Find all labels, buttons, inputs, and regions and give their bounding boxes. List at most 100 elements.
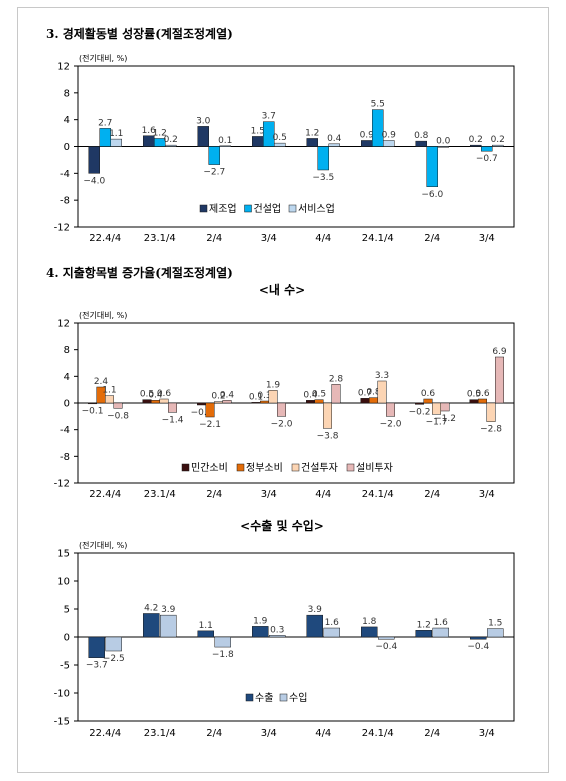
bar — [222, 400, 232, 404]
data-label: 2.7 — [98, 118, 112, 128]
data-label: −2.1 — [199, 420, 221, 430]
y-tick-label: 8 — [64, 88, 70, 99]
data-label: 0.2 — [491, 135, 505, 145]
category-label: 24.1/4 — [362, 728, 394, 739]
data-label: 1.8 — [362, 617, 377, 627]
legend-entry: 설비투자 — [356, 462, 393, 474]
bar — [88, 402, 97, 405]
data-label: 0.6 — [421, 389, 436, 399]
legend-entry: 건설업 — [254, 202, 282, 215]
data-label: 1.6 — [142, 126, 157, 136]
y-tick-label: -12 — [54, 479, 70, 490]
bar — [470, 144, 482, 147]
data-label: −4.0 — [83, 176, 105, 186]
data-label: −6.0 — [421, 190, 443, 200]
bar — [88, 146, 100, 174]
bar — [105, 636, 122, 652]
data-label: 1.6 — [325, 618, 340, 628]
bar — [99, 128, 111, 147]
data-label: −0.4 — [375, 642, 397, 652]
category-label: 2/4 — [424, 489, 440, 500]
legend-swatch — [346, 463, 355, 472]
category-label: 23.1/4 — [144, 233, 176, 244]
data-label: 0.1 — [218, 136, 232, 146]
data-label: 1.1 — [102, 386, 116, 396]
legend-swatch — [236, 463, 245, 472]
data-label: 3.3 — [375, 371, 389, 381]
data-label: 0.9 — [360, 130, 375, 140]
y-tick-label: -4 — [60, 169, 70, 180]
data-label: 1.5 — [488, 619, 502, 629]
data-label: 0.2 — [164, 135, 178, 145]
bar — [105, 395, 114, 404]
chart-domestic-demand: 12 8 4 0 -4 -8 -12 (전기대비, %) −0.1 2.41.1 −0.8 22.4/… — [54, 310, 515, 500]
y-axis-label: (전기대비, %) — [79, 53, 127, 63]
bar — [168, 402, 177, 413]
data-label: 0.9 — [382, 130, 397, 140]
category-label: 3/4 — [261, 489, 277, 500]
bar — [214, 636, 231, 648]
bar — [369, 397, 378, 404]
data-label: 0.1 — [249, 392, 263, 402]
bar — [415, 140, 427, 147]
category-label: 2/4 — [206, 728, 222, 739]
bar — [377, 380, 387, 404]
data-label: 0.2 — [469, 135, 483, 145]
legend-entry: 수출 — [255, 692, 273, 704]
category-label: 2/4 — [206, 233, 222, 244]
y-tick-label: -10 — [54, 689, 70, 700]
bar — [197, 402, 206, 406]
y-tick-label: -12 — [54, 223, 70, 234]
data-label: 0.5 — [273, 133, 287, 143]
chart-exports-imports: 15 10 5 0 -5 -10 -15 (전기대비, %) −3.7−2.5 22.4/4 4.2… — [54, 540, 515, 739]
bar — [360, 398, 370, 404]
data-label: 3.7 — [262, 112, 276, 122]
data-label: 0.6 — [157, 389, 172, 399]
bar — [151, 400, 160, 404]
bar — [277, 402, 286, 417]
bar — [263, 121, 275, 147]
data-label: 1.9 — [253, 616, 268, 626]
bar — [361, 626, 378, 638]
bar — [306, 614, 323, 638]
bar — [317, 146, 329, 171]
y-tick-label: -4 — [60, 425, 70, 436]
data-label: 0.5 — [312, 390, 326, 400]
data-label: 0.3 — [270, 625, 284, 635]
data-label: 1.6 — [434, 618, 449, 628]
category-label: 4/4 — [315, 728, 331, 739]
category-label: 2/4 — [424, 728, 440, 739]
bar — [214, 401, 223, 404]
data-label: 4.2 — [144, 603, 158, 613]
bar — [306, 138, 318, 147]
data-label: 1.1 — [109, 129, 123, 139]
category-label: 22.4/4 — [89, 233, 121, 244]
data-label: −0.7 — [476, 154, 498, 164]
data-label: −0.2 — [409, 407, 431, 417]
bar — [154, 138, 166, 147]
data-label: −1.8 — [212, 650, 234, 660]
legend-entry: 민간소비 — [191, 462, 228, 474]
data-label: 1.5 — [251, 126, 265, 136]
y-tick-label: 0 — [64, 142, 70, 153]
bar — [383, 140, 395, 147]
y-tick-label: -8 — [60, 452, 70, 463]
data-label: −2.5 — [103, 654, 125, 664]
bar — [143, 613, 160, 638]
legend-swatch — [291, 463, 300, 472]
data-label: 1.1 — [199, 621, 213, 631]
data-label: −1.2 — [434, 414, 456, 424]
bar — [88, 636, 105, 658]
data-label: 0.7 — [358, 388, 372, 398]
bar — [323, 627, 340, 638]
data-label: −0.1 — [82, 407, 104, 417]
category-label: 24.1/4 — [362, 489, 394, 500]
y-axis-label: (전기대비, %) — [79, 540, 127, 550]
bar — [423, 398, 433, 404]
data-label: 0.2 — [211, 392, 225, 402]
data-label: 0.4 — [148, 390, 163, 400]
bar — [274, 142, 286, 147]
bar — [486, 402, 496, 422]
category-label: 23.1/4 — [144, 489, 176, 500]
y-tick-label: 4 — [64, 372, 70, 383]
